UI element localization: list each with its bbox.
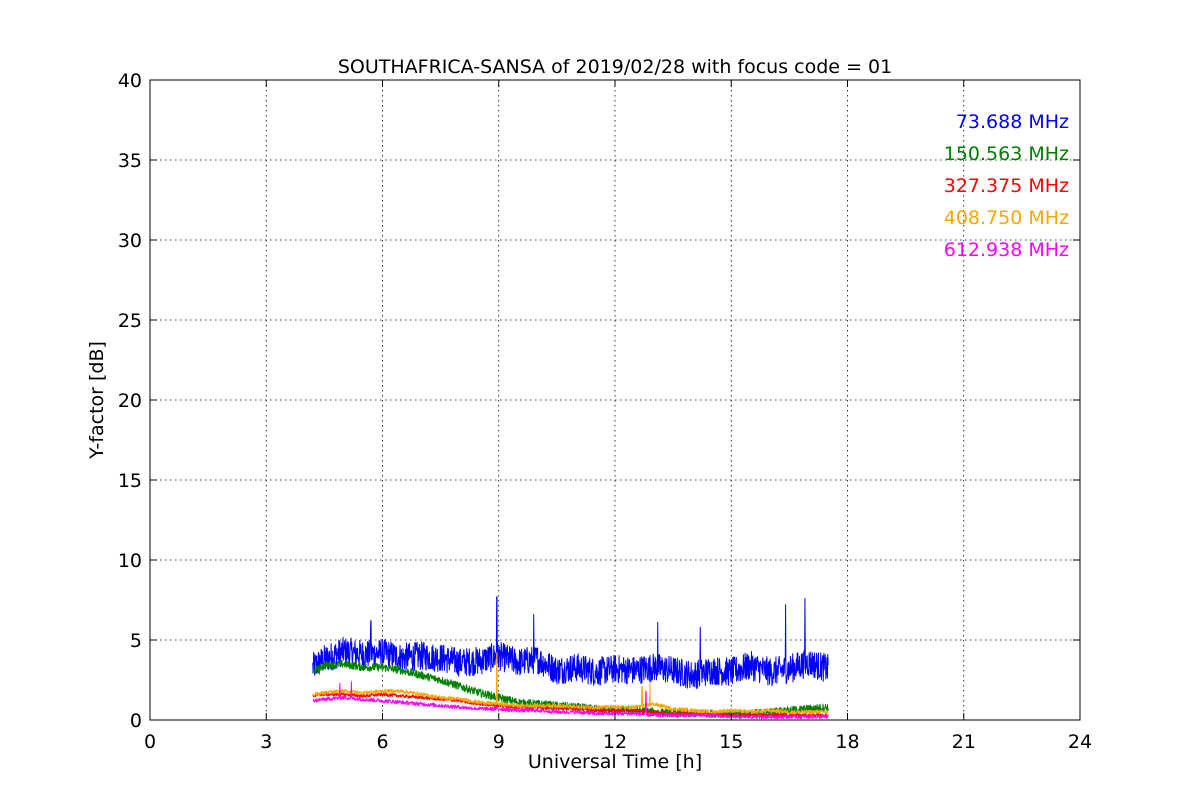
y-tick-label: 25: [118, 310, 142, 332]
x-tick-label: 21: [952, 731, 976, 753]
x-tick-label: 6: [376, 731, 388, 753]
y-tick-labels: 0 5 10 15 20 25 30 35 40: [118, 70, 142, 732]
y-tick-label: 15: [118, 470, 142, 492]
legend-entry: 408.750 MHz: [944, 207, 1069, 229]
legend-entry: 612.938 MHz: [944, 239, 1069, 261]
ticks: [149, 79, 1081, 721]
grid: [150, 80, 1080, 720]
x-tick-label: 3: [260, 731, 272, 753]
x-tick-label: 24: [1068, 731, 1092, 753]
legend-entry: 327.375 MHz: [944, 175, 1069, 197]
x-tick-label: 12: [603, 731, 627, 753]
y-tick-label: 5: [130, 630, 142, 652]
y-tick-label: 40: [118, 70, 142, 92]
series-line: [312, 692, 829, 718]
y-axis-label: Y-factor [dB]: [86, 341, 108, 460]
legend-entry: 150.563 MHz: [944, 143, 1069, 165]
y-tick-label: 0: [130, 710, 142, 732]
series-line: [312, 652, 829, 715]
chart-title: SOUTHAFRICA-SANSA of 2019/02/28 with foc…: [338, 56, 892, 78]
x-tick-label: 15: [719, 731, 743, 753]
x-axis-label: Universal Time [h]: [528, 751, 702, 773]
series-line: [312, 596, 829, 690]
series-line: [312, 681, 829, 720]
y-tick-label: 35: [118, 150, 142, 172]
series-group: [312, 596, 829, 720]
y-tick-label: 20: [118, 390, 142, 412]
y-tick-label: 30: [118, 230, 142, 252]
x-tick-labels: 0 3 6 9 12 15 18 21 24: [144, 731, 1092, 753]
x-tick-label: 18: [835, 731, 859, 753]
y-tick-label: 10: [118, 550, 142, 572]
legend-entry: 73.688 MHz: [956, 111, 1069, 133]
x-tick-label: 0: [144, 731, 156, 753]
legend: 73.688 MHz 150.563 MHz 327.375 MHz 408.750 …: [944, 111, 1069, 261]
x-tick-label: 9: [493, 731, 505, 753]
